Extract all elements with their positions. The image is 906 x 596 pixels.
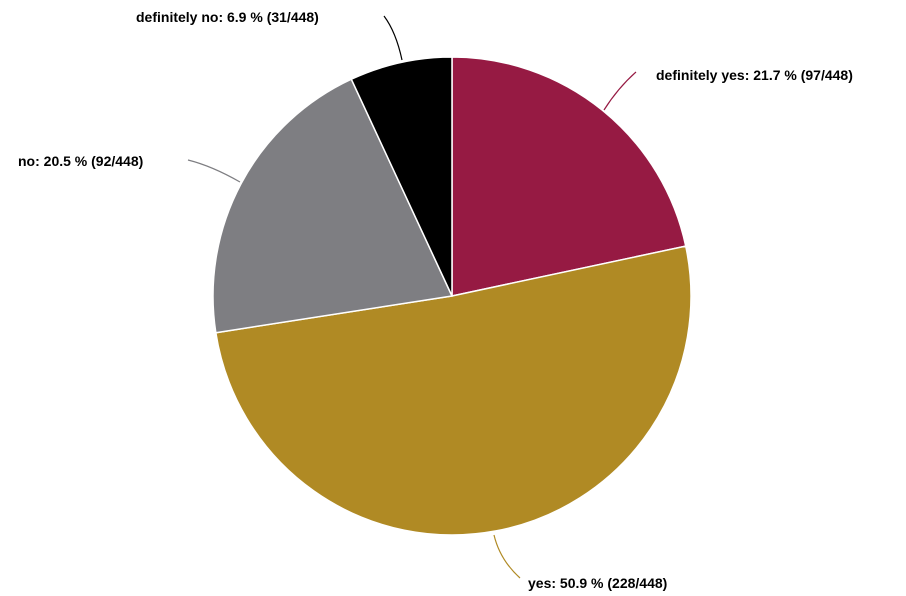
slice-labels: definitely yes: 21.7 % (97/448) yes: 50.9… xyxy=(18,9,853,591)
label-leader-lines xyxy=(187,15,637,579)
slice-label-no: no: 20.5 % (92/448) xyxy=(18,153,143,169)
pie-slice-yes xyxy=(214,245,692,536)
slice-label-definitely-no: definitely no: 6.9 % (31/448) xyxy=(136,9,319,25)
pie-slice-no xyxy=(212,78,454,334)
pie-slice-definitely-yes xyxy=(451,56,687,297)
pie-slices xyxy=(212,56,692,536)
leader-line-yes xyxy=(493,534,521,579)
leader-line-definitely-no xyxy=(383,15,403,61)
leader-line-no xyxy=(187,159,241,183)
pie-slice-definitely-no xyxy=(350,56,453,297)
slice-label-definitely-yes: definitely yes: 21.7 % (97/448) xyxy=(656,67,853,83)
slice-label-yes: yes: 50.9 % (228/448) xyxy=(528,575,667,591)
leader-line-definitely-yes xyxy=(603,71,637,111)
